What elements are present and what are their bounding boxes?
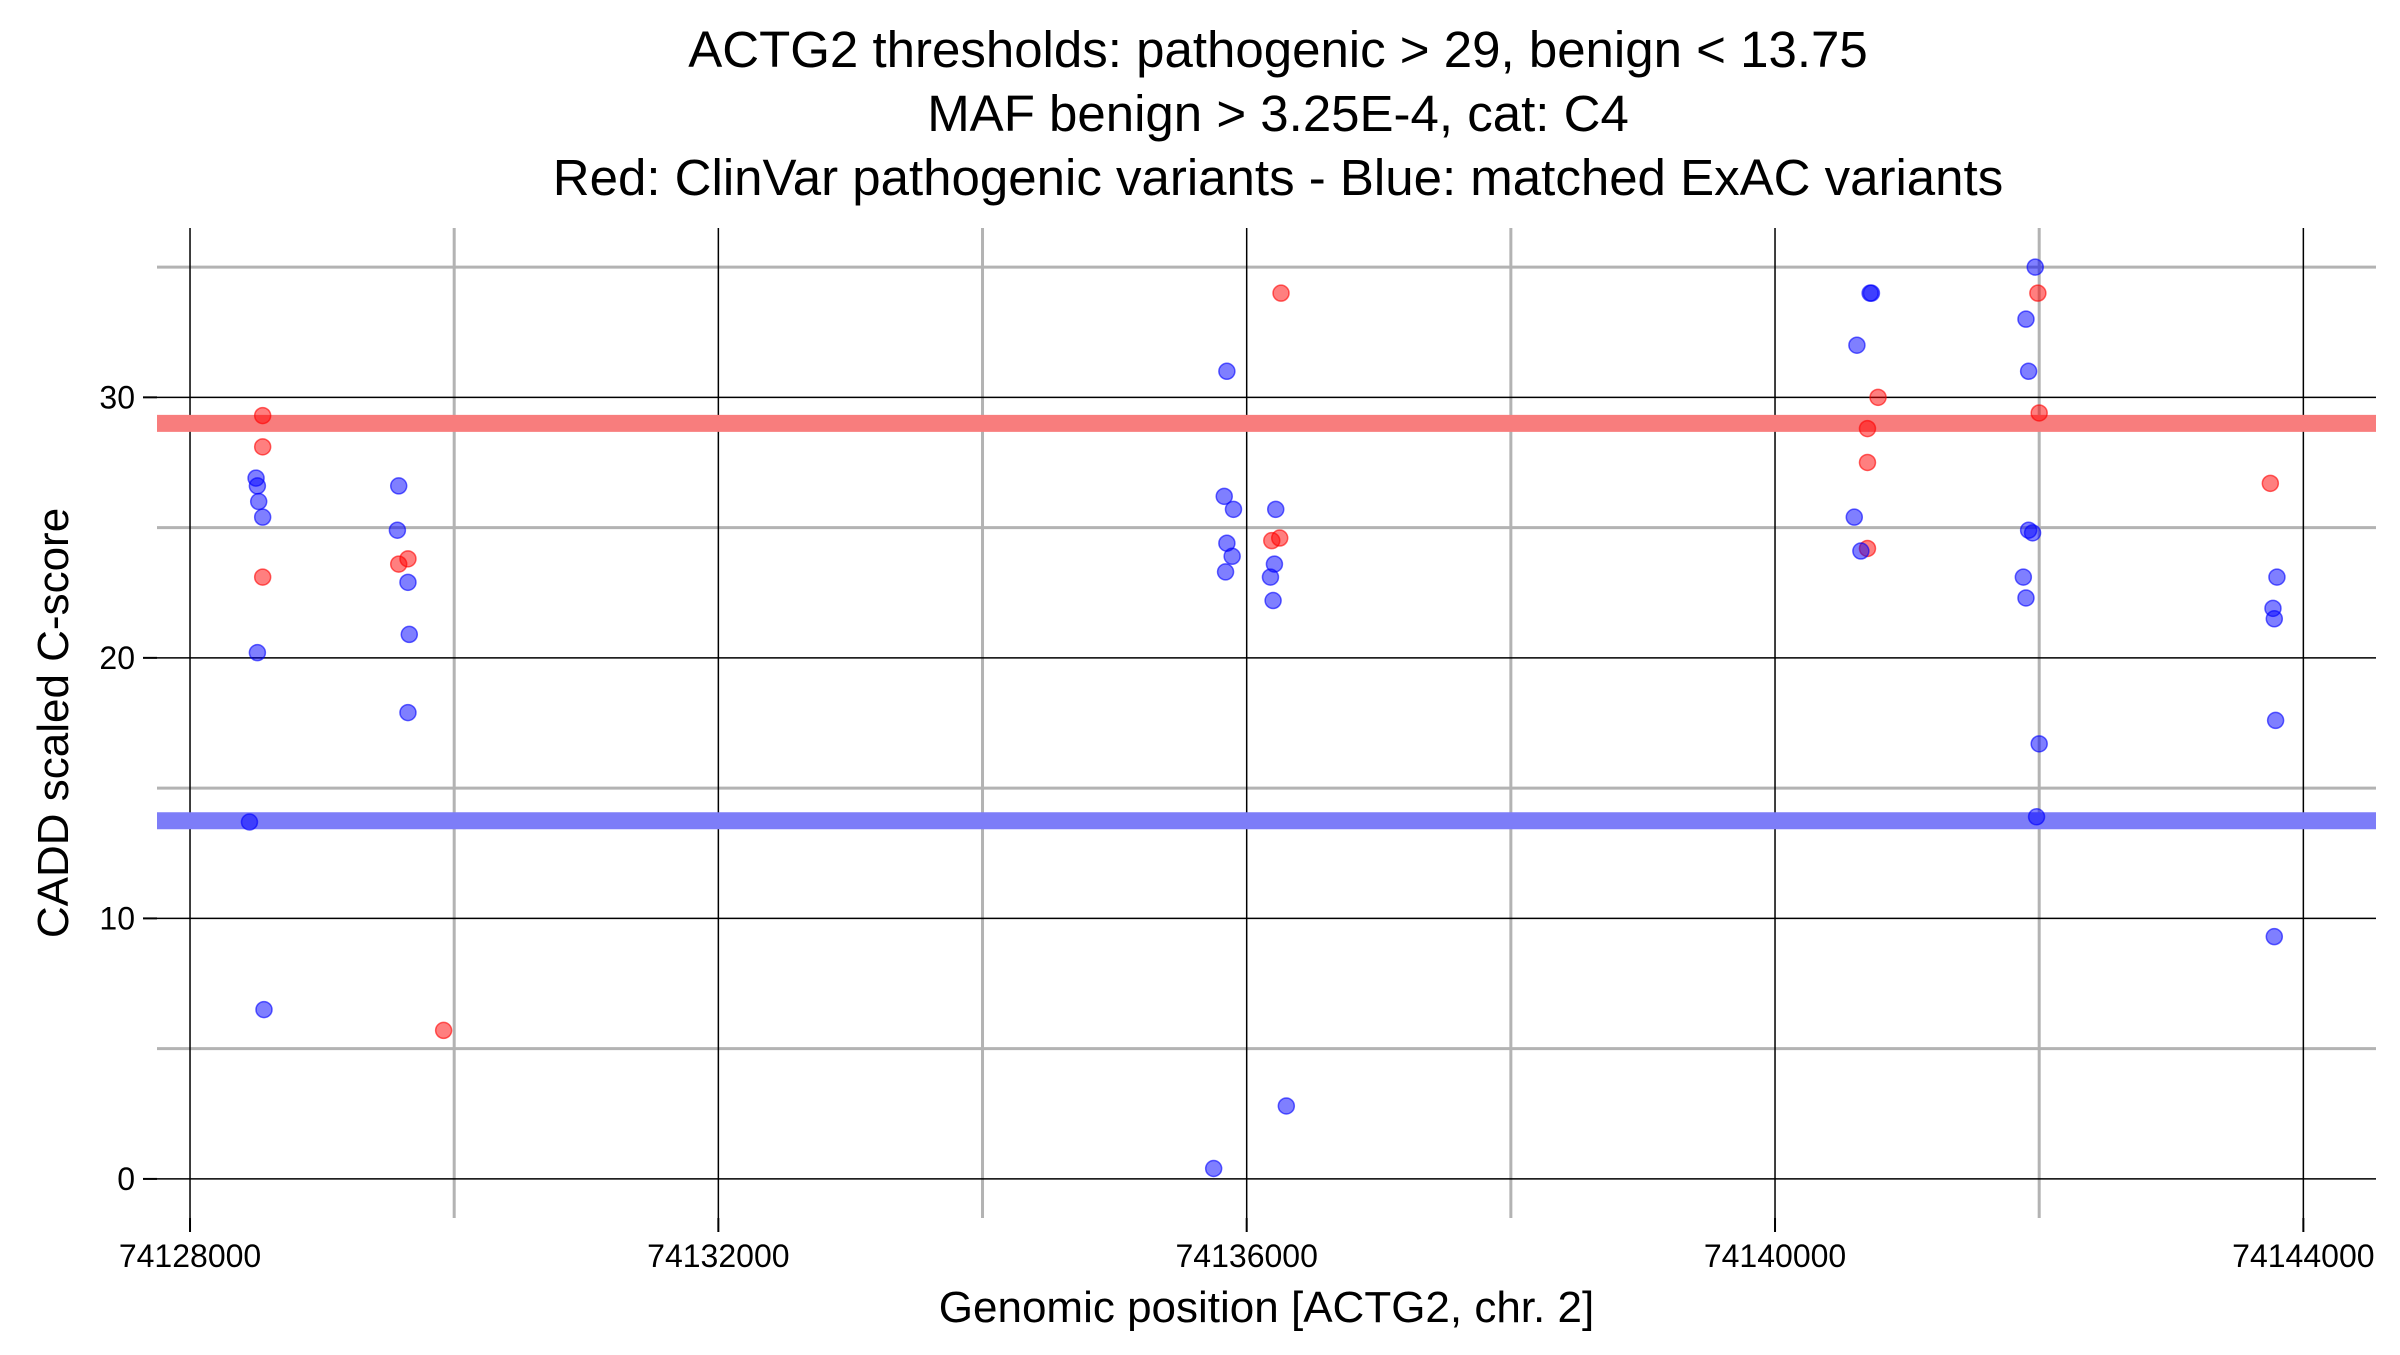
exac-point	[2017, 589, 2035, 607]
clinvar-point	[2029, 284, 2047, 302]
exac-point	[1224, 500, 1243, 519]
y-tick-label: 20	[99, 640, 135, 676]
chart-title-line: ACTG2 thresholds: pathogenic > 29, benig…	[688, 21, 1867, 78]
exac-point	[248, 477, 267, 495]
clinvar-point	[253, 568, 272, 586]
exac-point	[388, 521, 407, 539]
x-tick-label: 74128000	[119, 1238, 261, 1274]
clinvar-point	[2261, 474, 2280, 493]
exac-point	[1204, 1159, 1223, 1178]
exac-point	[2026, 258, 2044, 276]
threshold-lines	[157, 414, 2376, 830]
exac-point	[2017, 310, 2035, 328]
x-tick-label: 74140000	[1704, 1238, 1846, 1274]
x-tick-label: 74136000	[1176, 1238, 1318, 1274]
exac-point	[1277, 1097, 1296, 1115]
exac-point	[1266, 500, 1285, 519]
exac-point	[1852, 542, 1870, 560]
clinvar-point	[2030, 404, 2048, 422]
exac-point	[249, 492, 268, 511]
exac-point	[2014, 568, 2033, 586]
exac-point	[1261, 568, 1280, 586]
y-tick-label: 10	[99, 900, 135, 936]
exac-point	[1223, 547, 1241, 566]
exac-point	[1848, 336, 1866, 354]
exac-point	[2268, 568, 2286, 586]
clinvar-point	[1270, 529, 1289, 547]
exac-point	[1216, 563, 1235, 581]
exac-point	[1845, 508, 1864, 526]
clinvar-point	[253, 438, 272, 456]
clinvar-point	[1869, 388, 1887, 407]
clinvar-point	[1858, 453, 1877, 472]
exac-point	[1218, 362, 1236, 381]
exac-point	[399, 573, 417, 592]
exac-point	[400, 625, 419, 644]
axes: 0 10 20 30 74128000 74132000 74136000 74140000 7…	[29, 379, 2375, 1332]
exac-point	[2265, 927, 2284, 946]
chart-title-line: Red: ClinVar pathogenic variants - Blue:…	[553, 149, 2003, 206]
exac-point	[255, 1000, 273, 1019]
y-axis-title: CADD scaled C-score	[29, 508, 78, 938]
exac-point	[389, 477, 408, 495]
exac-point	[2019, 521, 2038, 539]
exac-point	[1862, 284, 1881, 302]
exac-point	[1264, 591, 1282, 610]
clinvar-point	[434, 1021, 453, 1040]
exac-point	[2265, 610, 2284, 628]
clinvar-point	[1858, 419, 1877, 438]
y-tick-label: 30	[99, 379, 135, 415]
exac-point	[2030, 735, 2048, 753]
x-tick-label: 74132000	[647, 1238, 789, 1274]
exac-point	[248, 643, 267, 662]
exac-point	[2266, 711, 2285, 730]
chart-title: ACTG2 thresholds: pathogenic > 29, benig…	[553, 21, 2003, 206]
clinvar-point	[253, 406, 272, 425]
data-points	[240, 258, 2286, 1178]
exac-point	[2027, 808, 2046, 826]
y-tick-label: 0	[117, 1161, 135, 1197]
clinvar-point	[399, 550, 417, 568]
x-tick-label: 74144000	[2232, 1238, 2374, 1274]
exac-point	[253, 508, 272, 526]
grid	[157, 228, 2376, 1218]
chart-title-line: MAF benign > 3.25E-4, cat: C4	[927, 85, 1629, 142]
clinvar-point	[1272, 284, 1290, 302]
exac-point	[2019, 362, 2038, 381]
exac-point	[399, 703, 417, 722]
x-axis-title: Genomic position [ACTG2, chr. 2]	[939, 1283, 1594, 1332]
exac-point	[240, 813, 259, 831]
exac-point	[1215, 487, 1233, 506]
